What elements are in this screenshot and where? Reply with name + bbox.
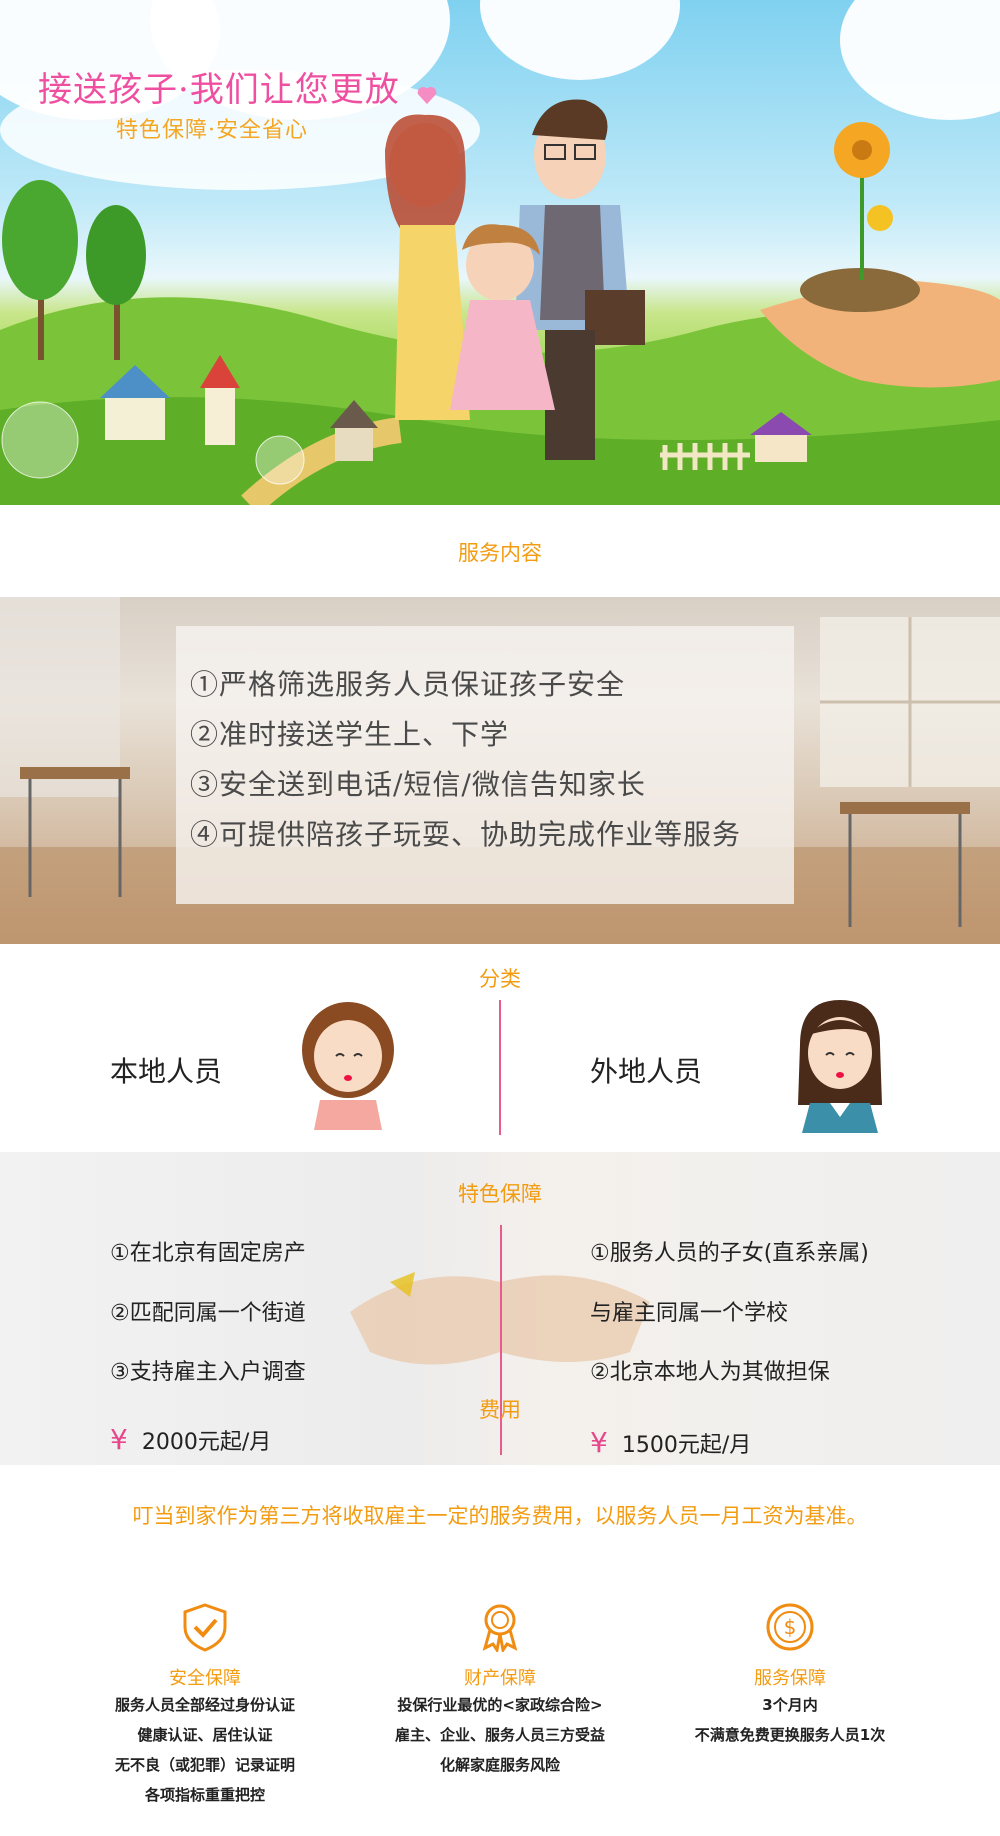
hero-title: 接送孩子·我们让您更放: [38, 62, 436, 111]
feature-line: 各项指标重重把控: [144, 1786, 265, 1804]
hero-banner: 接送孩子·我们让您更放 特色保障·安全省心: [0, 0, 1000, 505]
service-item: ③安全送到电话/短信/微信告知家长: [190, 768, 646, 801]
feature-title: 安全保障: [169, 1668, 241, 1689]
feature-line: 不满意免费更换服务人员1次: [694, 1726, 886, 1744]
yen-icon: ¥: [110, 1423, 128, 1456]
local-staff-label: 本地人员: [110, 1055, 223, 1088]
classification-divider: [499, 1000, 501, 1135]
feature-line: 3个月内: [762, 1696, 818, 1714]
heart-icon: [417, 87, 436, 105]
service-list: ①严格筛选服务人员保证孩子安全 ②准时接送学生上、下学 ③安全送到电话/短信/微…: [176, 626, 794, 904]
svg-text:$: $: [784, 1615, 797, 1639]
feature-line: 无不良（或犯罪）记录证明: [114, 1756, 295, 1774]
local-staff-avatar-icon: [302, 1002, 394, 1130]
guarantee-section-title: 特色保障: [458, 1182, 542, 1206]
feature-line: 化解家庭服务风险: [439, 1756, 560, 1774]
feature-title: 服务保障: [754, 1668, 826, 1689]
service-item: ①严格筛选服务人员保证孩子安全: [190, 668, 626, 701]
hero-subtitle: 特色保障·安全省心: [116, 118, 308, 143]
nonlocal-price-value: 1500元起/月: [621, 1433, 752, 1458]
nonlocal-price: ¥1500元起/月: [590, 1426, 751, 1459]
local-guarantee-item: ①在北京有固定房产: [110, 1241, 306, 1266]
service-item: ②准时接送学生上、下学: [190, 718, 510, 751]
award-medal-icon: [482, 1604, 518, 1654]
dollar-coin-icon: $: [766, 1603, 814, 1651]
local-price-value: 2000元起/月: [141, 1430, 272, 1455]
local-guarantee-item: ②匹配同属一个街道: [110, 1301, 306, 1326]
classification-row: 本地人员 外地人员: [0, 990, 1000, 1140]
nonlocal-guarantee-item: ①服务人员的子女(直系亲属): [590, 1241, 869, 1266]
nonlocal-staff-avatar-icon: [798, 1000, 882, 1133]
nonlocal-staff-label: 外地人员: [590, 1055, 703, 1088]
landscape-illustration: [0, 99, 1000, 505]
fee-section-title: 费用: [479, 1398, 521, 1422]
local-guarantee-item: ③支持雇主入户调查: [110, 1360, 306, 1385]
yen-icon: ¥: [590, 1426, 608, 1459]
nonlocal-guarantee-item: 与雇主同属一个学校: [590, 1301, 789, 1326]
feature-line: 雇主、企业、服务人员三方受益: [394, 1726, 605, 1744]
feature-title: 财产保障: [464, 1668, 536, 1689]
local-price: ¥2000元起/月: [110, 1423, 271, 1456]
service-item: ④可提供陪孩子玩耍、协助完成作业等服务: [190, 818, 742, 851]
shield-check-icon: [183, 1603, 227, 1652]
feature-line: 投保行业最优的<家政综合险>: [397, 1696, 603, 1714]
property-guarantee: 财产保障 投保行业最优的<家政综合险> 雇主、企业、服务人员三方受益 化解家庭服…: [350, 1602, 650, 1780]
service-guarantee: $ 服务保障 3个月内 不满意免费更换服务人员1次: [640, 1602, 940, 1750]
classification-section-title: 分类: [479, 967, 521, 991]
fee-note: 叮当到家作为第三方将收取雇主一定的服务费用，以服务人员一月工资为基准。: [132, 1504, 868, 1528]
service-section-title: 服务内容: [458, 541, 542, 565]
feature-line: 健康认证、居住认证: [137, 1726, 273, 1744]
security-guarantee: 安全保障 服务人员全部经过身份认证 健康认证、居住认证 无不良（或犯罪）记录证明…: [55, 1602, 355, 1810]
nonlocal-guarantee-item: ②北京本地人为其做担保: [590, 1360, 830, 1385]
guarantee-divider: [500, 1225, 502, 1455]
feature-line: 服务人员全部经过身份认证: [114, 1696, 295, 1714]
